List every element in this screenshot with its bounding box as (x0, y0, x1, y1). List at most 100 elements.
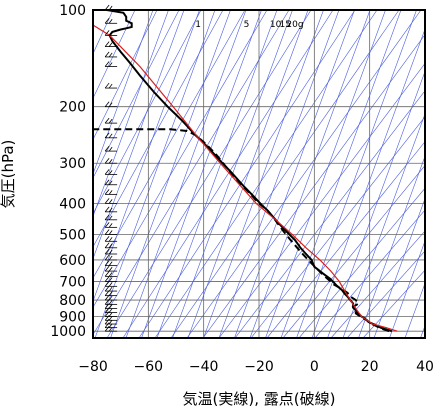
wind-barb-flag (104, 169, 110, 175)
wind-barb-flag (104, 260, 110, 266)
mixing-ratio-line (311, 28, 425, 338)
adiabat-line (93, 10, 202, 215)
wind-barb-flag (108, 223, 113, 228)
mixing-ratio-line (327, 70, 425, 338)
adiabat-line (93, 10, 268, 308)
wind-barb-flag (108, 261, 113, 266)
y-tick-label: 800 (59, 293, 86, 309)
adiabat-line (362, 269, 425, 338)
adiabat-line (93, 10, 290, 336)
wind-barb-flag (104, 281, 110, 287)
wind-barb-flag (108, 215, 113, 221)
wind-barb-flag (108, 243, 113, 249)
wind-barb-flag (104, 229, 110, 235)
adiabat-line (266, 141, 425, 338)
y-tick-label: 200 (59, 100, 86, 116)
mixing-ratio-line (156, 10, 278, 338)
wind-barb-flag (108, 146, 113, 152)
wind-barb-flag (108, 291, 113, 296)
profile-lines (93, 10, 398, 333)
wind-barb-flag (108, 52, 113, 58)
wind-barb-flag (104, 51, 110, 58)
wind-barb-flag (104, 61, 110, 67)
wind-barb-flag (108, 230, 113, 235)
wind-barb-flag (108, 286, 113, 292)
wind-barb-flag (104, 254, 110, 261)
mixing-ratio-line (94, 10, 216, 338)
wind-barb-flag (104, 290, 110, 296)
adiabat-line (298, 187, 425, 338)
wind-barb-flag (104, 117, 110, 124)
wind-barb-flag (108, 199, 113, 204)
mixing-ratio-line (373, 197, 425, 338)
wind-barb-flag (104, 325, 110, 332)
adiabat-line (138, 10, 356, 338)
adiabat-line (154, 10, 378, 338)
wind-barb-flag (104, 265, 110, 272)
wind-barb-flag (108, 62, 113, 67)
wind-barb-flag (108, 316, 113, 321)
adiabat-line (202, 34, 425, 338)
y-tick-label: 600 (59, 253, 86, 269)
adiabat-line (122, 10, 334, 338)
x-tick-label: 0 (310, 359, 319, 375)
y-tick-label: 500 (59, 228, 86, 244)
wind-barb-flag (108, 42, 113, 47)
mixing-ratio-line (234, 10, 355, 338)
x-tick-label: 40 (416, 359, 434, 375)
wind-barb-flag (104, 18, 110, 24)
mixing-ratio-line (93, 10, 200, 302)
adiabat-line (93, 10, 136, 100)
wind-barb-flag (104, 271, 110, 277)
adiabat-line (330, 230, 425, 338)
wind-barb-flag (108, 266, 113, 272)
y-tick-label: 900 (59, 309, 86, 325)
wind-barb-flag (108, 31, 113, 36)
wind-barb-flag (108, 159, 113, 164)
wind-barb-flag (104, 214, 110, 221)
x-tick-label: −60 (134, 359, 164, 375)
adiabat-line (93, 10, 246, 279)
wind-barb-flag (108, 300, 113, 305)
mixing-ratio-line (218, 10, 340, 338)
wind-barb-flag (104, 276, 110, 282)
mixing-ratio-line (358, 155, 425, 338)
y-tick-label: 400 (59, 196, 86, 212)
wind-barb-flag (108, 282, 113, 287)
wind-barb-flag (104, 318, 110, 325)
wind-barb-flag (108, 190, 113, 195)
mixing-ratio-line (125, 10, 247, 338)
x-tick-label: −80 (78, 359, 108, 375)
adiabat-line (282, 165, 425, 338)
y-axis-title: 気圧(hPa) (0, 140, 17, 209)
wind-barb-flag (108, 255, 113, 261)
mixing-ratio-line (342, 112, 425, 338)
mixing-ratio-line (141, 10, 262, 338)
grid-lines (92, 9, 426, 338)
wind-barb-flag (108, 272, 113, 277)
mixing-ratio-line (404, 282, 425, 338)
wind-barb-flag (108, 180, 113, 185)
guide-lines (93, 10, 425, 338)
adiabat-line (250, 116, 425, 338)
wind-barb-flag (104, 41, 110, 47)
wind-barb-flag (104, 157, 110, 164)
wind-barb-flag (104, 198, 110, 204)
y-tick-label: 1000 (50, 324, 86, 340)
mixing-ratio-label: 5 (244, 20, 250, 30)
dewpoint-line (93, 128, 390, 333)
wind-barb-flag (104, 82, 110, 89)
wind-barb-flag (108, 308, 113, 313)
wind-barb-flag (104, 236, 110, 242)
wind-barb-flag (104, 322, 110, 328)
mixing-ratio-line (420, 324, 425, 338)
adiabat-line (106, 10, 312, 338)
mixing-ratio-label: 10 (270, 20, 282, 30)
wind-barb-flag (108, 83, 113, 89)
mixing-ratio-label: 15 (280, 20, 291, 30)
x-axis-title: 気温(実線), 露点(破線) (183, 390, 336, 408)
wind-barb-flag (104, 242, 110, 249)
adiabat-line (93, 10, 158, 141)
wind-barb-flag (104, 248, 110, 255)
